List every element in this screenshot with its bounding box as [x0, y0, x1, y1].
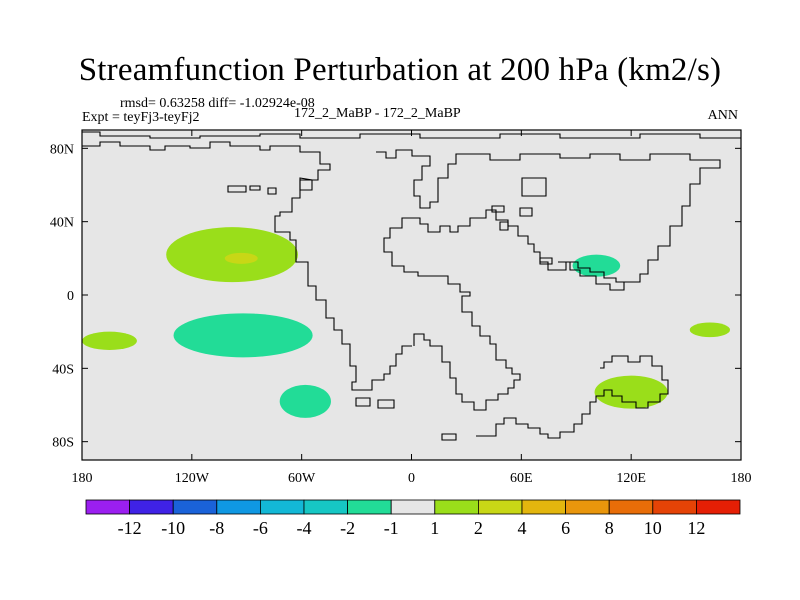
coastline-australia	[476, 355, 669, 439]
colorbar-label: -1	[384, 518, 399, 538]
colorbar-swatch	[172, 499, 218, 515]
colorbar-swatch	[565, 499, 610, 515]
y-tick-label: 40N	[50, 216, 74, 231]
colorbar-label: 1	[430, 518, 439, 538]
colorbar-swatch	[347, 499, 392, 515]
x-axis: 180 120W 60W 0 60E 120E 180	[72, 130, 752, 486]
colorbar-label: 2	[474, 518, 483, 538]
chart-title: Streamfunction Perturbation at 200 hPa (…	[78, 52, 722, 88]
colorbar-label: 6	[561, 518, 570, 538]
colorbar-label: 8	[605, 518, 614, 538]
contour-south-indian-positive	[594, 375, 668, 409]
contour-south-pacific-negative	[279, 384, 331, 418]
contour-north-pacific-core	[224, 252, 258, 264]
coastline-eurasia	[376, 149, 721, 411]
y-tick-label: 80S	[52, 436, 74, 451]
x-tick-label: 120E	[616, 471, 646, 486]
y-tick-label: 80N	[50, 142, 74, 157]
colorbar-swatch	[303, 499, 348, 515]
contour-east-pacific-positive	[689, 322, 731, 338]
contour-tropical-pacific-negative	[173, 313, 313, 358]
colorbar-label: -8	[209, 518, 224, 538]
colorbar-swatch	[434, 499, 479, 515]
contour-west-pacific-positive	[82, 331, 137, 351]
coastline-middle-east	[491, 205, 553, 265]
coastline-greenland	[249, 177, 313, 195]
colorbar-swatch	[390, 499, 436, 515]
colorbar-swatch	[521, 499, 566, 515]
rmsd-label: rmsd= 0.63258 diff= -1.02924e-08	[120, 96, 315, 111]
colorbar-swatch	[608, 499, 654, 515]
season-label: ANN	[707, 108, 738, 123]
x-tick-label: 60E	[510, 471, 533, 486]
coastline-islands	[227, 177, 547, 441]
colorbar-label: 10	[644, 518, 662, 538]
colorbar-swatch	[129, 499, 174, 515]
x-tick-label: 60W	[288, 471, 316, 486]
y-axis: 80N 40N 0 40S 80S	[50, 142, 741, 451]
x-tick-label: 120W	[175, 471, 210, 486]
colorbar-swatch	[477, 499, 523, 515]
colorbar-swatch	[696, 499, 741, 515]
contour-regions	[82, 227, 731, 418]
map-background	[82, 130, 741, 460]
colorbar-label: 12	[687, 518, 705, 538]
colorbar-swatch	[216, 499, 261, 515]
experiment-label: Expt = teyFj3-teyFj2	[82, 110, 200, 125]
colorbar-label: 4	[518, 518, 527, 538]
colorbar-label: -4	[297, 518, 312, 538]
y-tick-label: 0	[67, 289, 74, 304]
contour-south-asia-negative	[572, 254, 621, 277]
coastline-antarctic-margin	[82, 131, 741, 139]
coastline-south-asia	[558, 261, 625, 291]
x-tick-label: 180	[731, 471, 752, 486]
colorbar-swatch	[85, 499, 130, 515]
x-tick-label: 180	[72, 471, 93, 486]
colorbar-swatch	[259, 499, 305, 515]
colorbar-swatch	[652, 499, 697, 515]
colorbar-label: -6	[253, 518, 268, 538]
coastlines	[82, 131, 741, 441]
case-label: 172_2_MaBP - 172_2_MaBP	[294, 106, 461, 121]
colorbar-label: -12	[118, 518, 142, 538]
colorbar-label: -2	[340, 518, 355, 538]
colorbar: -12 -10 -8 -6 -4 -2 -1 1 2 4 6 8 10 12	[85, 499, 741, 538]
x-tick-label: 0	[408, 471, 415, 486]
colorbar-label: -10	[161, 518, 185, 538]
y-tick-label: 40S	[52, 362, 74, 377]
coastline-americas	[82, 141, 412, 391]
